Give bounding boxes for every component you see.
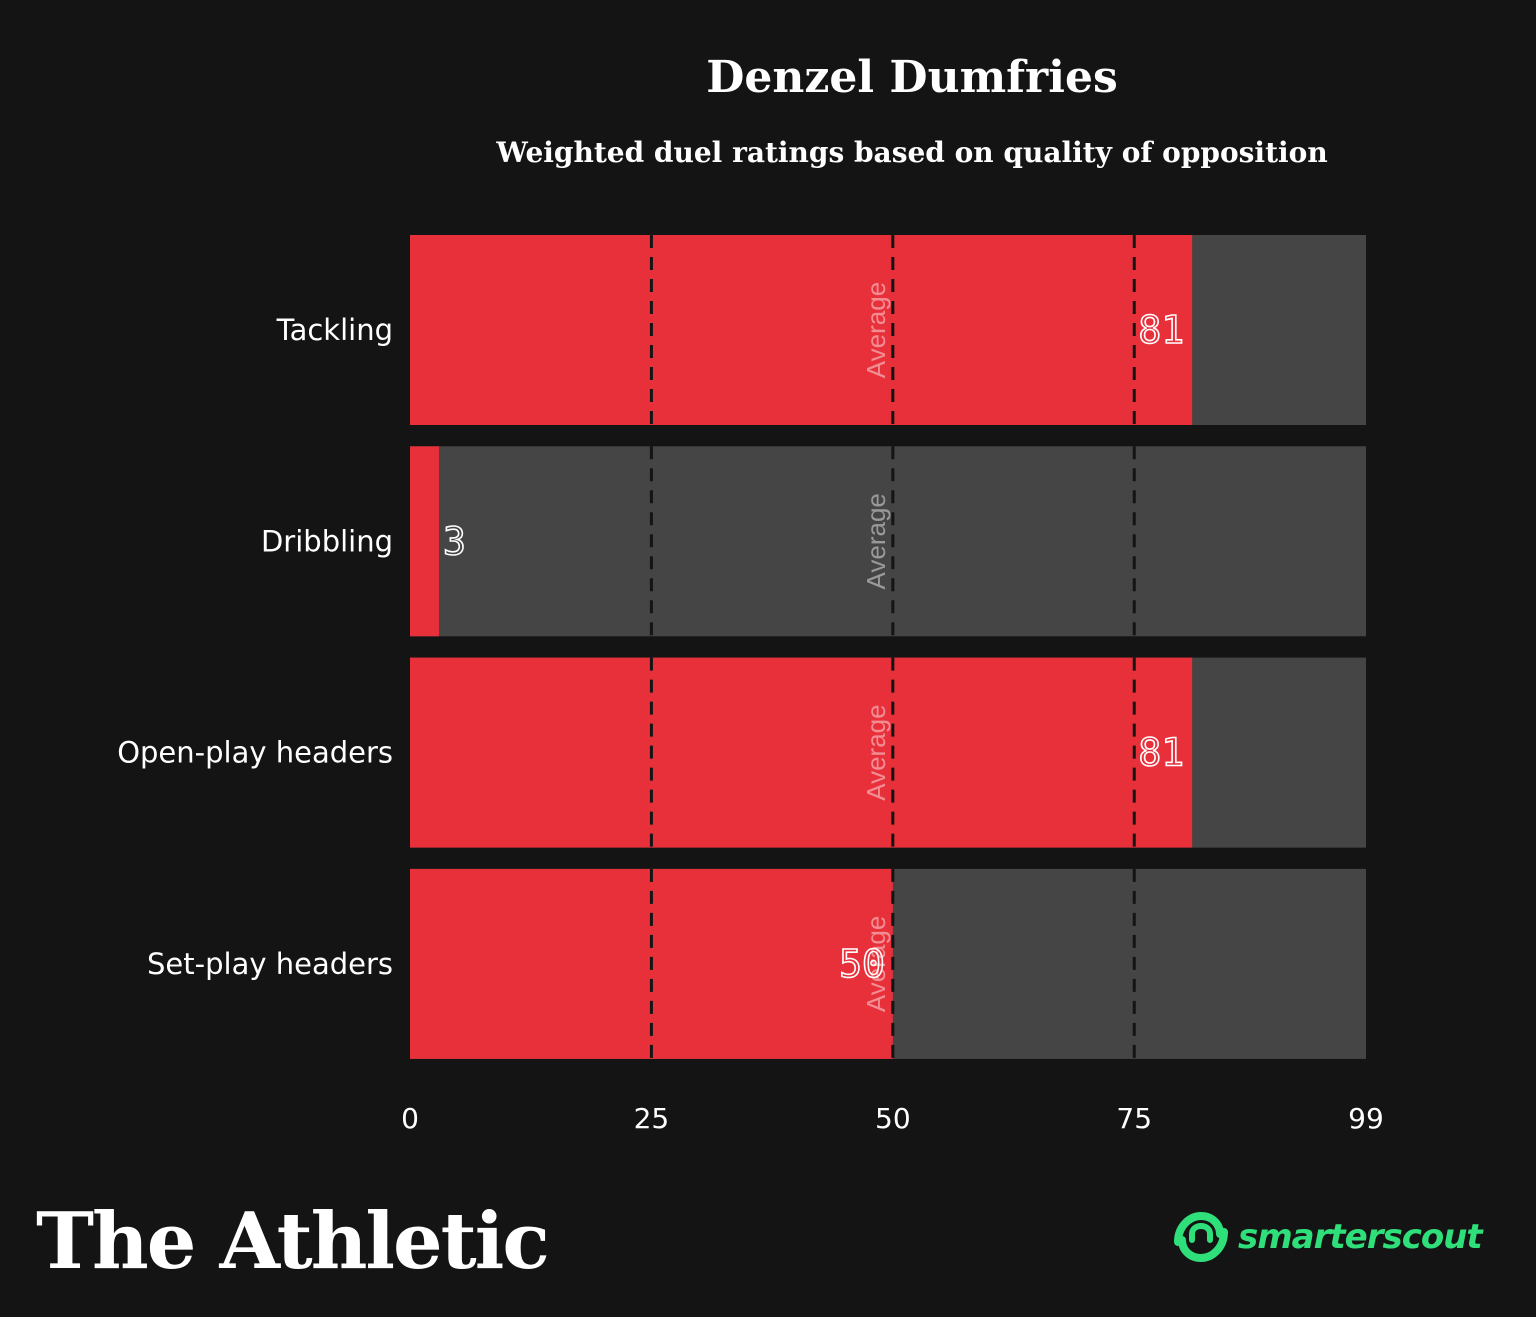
x-tick-label: 50	[875, 1102, 911, 1135]
the-athletic-logo: The Athletic	[36, 1196, 550, 1287]
chart-subtitle: Weighted duel ratings based on quality o…	[496, 136, 1328, 169]
x-tick-label: 25	[634, 1102, 670, 1135]
x-tick-label: 75	[1116, 1102, 1152, 1135]
bar-value	[410, 657, 1193, 848]
category-label: Set-play headers	[147, 947, 393, 981]
bar-value	[410, 235, 1193, 425]
average-label: Average	[861, 704, 891, 800]
smarterscout-wordmark: smarterscout	[1238, 1217, 1483, 1257]
category-label: Dribbling	[261, 524, 393, 558]
category-label: Open-play headers	[117, 736, 393, 770]
category-label: Tackling	[276, 313, 393, 347]
smarterscout-logo: smarterscout	[1168, 1204, 1483, 1270]
value-label: 81	[1138, 308, 1184, 352]
smarterscout-icon	[1174, 1211, 1228, 1263]
x-tick-label: 99	[1348, 1102, 1384, 1135]
average-label: Average	[861, 916, 891, 1012]
value-label: 50	[839, 942, 885, 986]
bar-value	[410, 446, 439, 637]
value-label: 81	[1138, 731, 1184, 775]
bar-background	[410, 446, 1366, 637]
average-label: Average	[861, 282, 891, 378]
chart-title: Denzel Dumfries	[706, 52, 1118, 103]
x-tick-label: 0	[401, 1102, 419, 1135]
average-label: Average	[861, 493, 891, 589]
value-label: 3	[443, 519, 466, 563]
